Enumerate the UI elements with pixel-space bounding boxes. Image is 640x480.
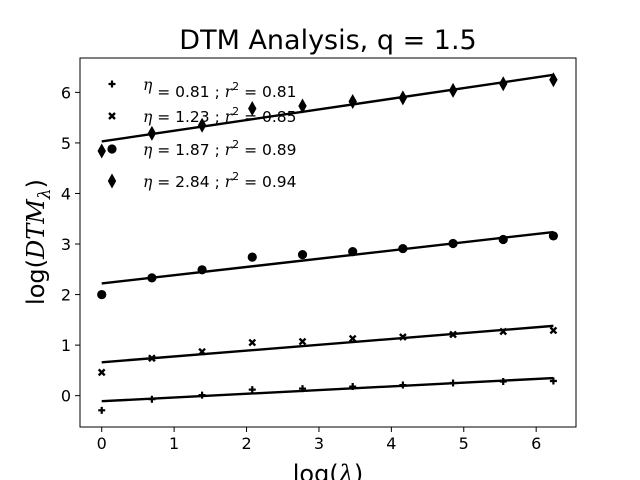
- data-point-series-4: [248, 101, 257, 117]
- legend-marker-1: [108, 80, 116, 88]
- data-point-series-2: [248, 338, 257, 347]
- data-point-series-4: [97, 143, 106, 159]
- data-point-series-1: [399, 381, 407, 389]
- data-point-series-3: [348, 246, 358, 257]
- fit-line-series-1: [101, 376, 554, 403]
- data-point-series-3: [548, 231, 559, 241]
- data-point-series-3: [498, 234, 508, 245]
- x-tick-label: 1: [169, 434, 179, 453]
- data-point-series-1: [98, 406, 106, 414]
- y-tick-label: 2: [61, 286, 71, 305]
- data-point-series-3: [147, 273, 157, 283]
- fit-lines: [101, 73, 554, 403]
- y-axis-label: log(DTMλ): [22, 179, 55, 305]
- data-point-series-1: [549, 377, 557, 385]
- svg-text:log(DTMλ): log(DTMλ): [22, 179, 55, 305]
- x-tick-label: 2: [241, 434, 251, 453]
- data-points: [97, 72, 559, 414]
- plot-area: [79, 57, 577, 428]
- data-point-series-4: [147, 125, 157, 141]
- data-point-series-3: [297, 250, 308, 260]
- y-axis: 0 1 2 3 4 5 6: [61, 83, 80, 406]
- fit-line-series-4: [101, 73, 554, 143]
- data-point-series-2: [549, 326, 558, 335]
- legend-label-3: η = 1.87 ; r2 = 0.89: [143, 138, 297, 159]
- y-tick-label: 0: [61, 387, 71, 406]
- data-point-series-1: [248, 386, 256, 394]
- data-point-series-2: [298, 337, 307, 346]
- data-point-series-3: [197, 265, 207, 275]
- data-point-series-4: [448, 82, 458, 98]
- data-point-series-2: [499, 327, 508, 336]
- data-point-series-2: [198, 347, 206, 356]
- y-tick-label: 6: [61, 83, 71, 102]
- legend: η = 0.81 ; r2 = 0.81 η = 1.23 ; r2 = 0.85…: [107, 76, 297, 191]
- data-point-series-4: [197, 117, 207, 133]
- y-tick-label: 1: [61, 336, 71, 355]
- data-point-series-1: [349, 383, 357, 391]
- data-point-series-2: [449, 330, 457, 339]
- legend-label-2: η = 1.23 ; r2 = 0.85: [143, 105, 297, 126]
- x-axis-label: log(λ): [293, 460, 364, 480]
- y-tick-label: 3: [61, 235, 71, 254]
- data-point-series-4: [499, 76, 508, 92]
- chart-title: DTM Analysis, q = 1.5: [179, 25, 476, 56]
- data-point-series-2: [97, 368, 106, 377]
- data-point-series-1: [449, 379, 457, 387]
- data-point-series-4: [549, 72, 558, 88]
- data-point-series-1: [198, 391, 206, 399]
- data-point-series-1: [499, 378, 507, 386]
- x-tick-label: 4: [386, 434, 396, 453]
- axes-frame: [79, 57, 577, 428]
- legend-label-4: η = 2.84 ; r2 = 0.94: [143, 170, 297, 191]
- fit-line-series-2: [101, 324, 554, 364]
- data-point-series-2: [348, 334, 357, 343]
- x-tick-label: 6: [531, 434, 541, 453]
- data-point-series-3: [247, 252, 257, 262]
- data-point-series-3: [398, 243, 408, 254]
- legend-label-1: η = 0.81 ; r2 = 0.81: [143, 76, 297, 101]
- y-tick-label: 5: [61, 134, 71, 153]
- x-tick-label: 5: [459, 434, 469, 453]
- data-point-series-1: [148, 395, 156, 403]
- y-tick-label: 4: [61, 184, 71, 203]
- fit-line-series-3: [101, 230, 554, 285]
- legend-marker-2: [108, 112, 116, 120]
- x-tick-label: 3: [314, 434, 324, 453]
- legend-marker-3: [107, 144, 117, 154]
- data-point-series-4: [298, 98, 307, 114]
- data-point-series-3: [97, 289, 107, 300]
- x-axis: 0 1 2 3 4 5 6: [97, 427, 541, 453]
- data-point-series-2: [399, 333, 407, 341]
- x-tick-label: 0: [97, 434, 107, 453]
- data-point-series-4: [398, 90, 408, 106]
- data-point-series-2: [148, 354, 156, 363]
- data-point-series-1: [299, 385, 307, 393]
- data-point-series-3: [448, 238, 458, 249]
- legend-marker-4: [107, 173, 117, 189]
- data-point-series-4: [348, 93, 357, 109]
